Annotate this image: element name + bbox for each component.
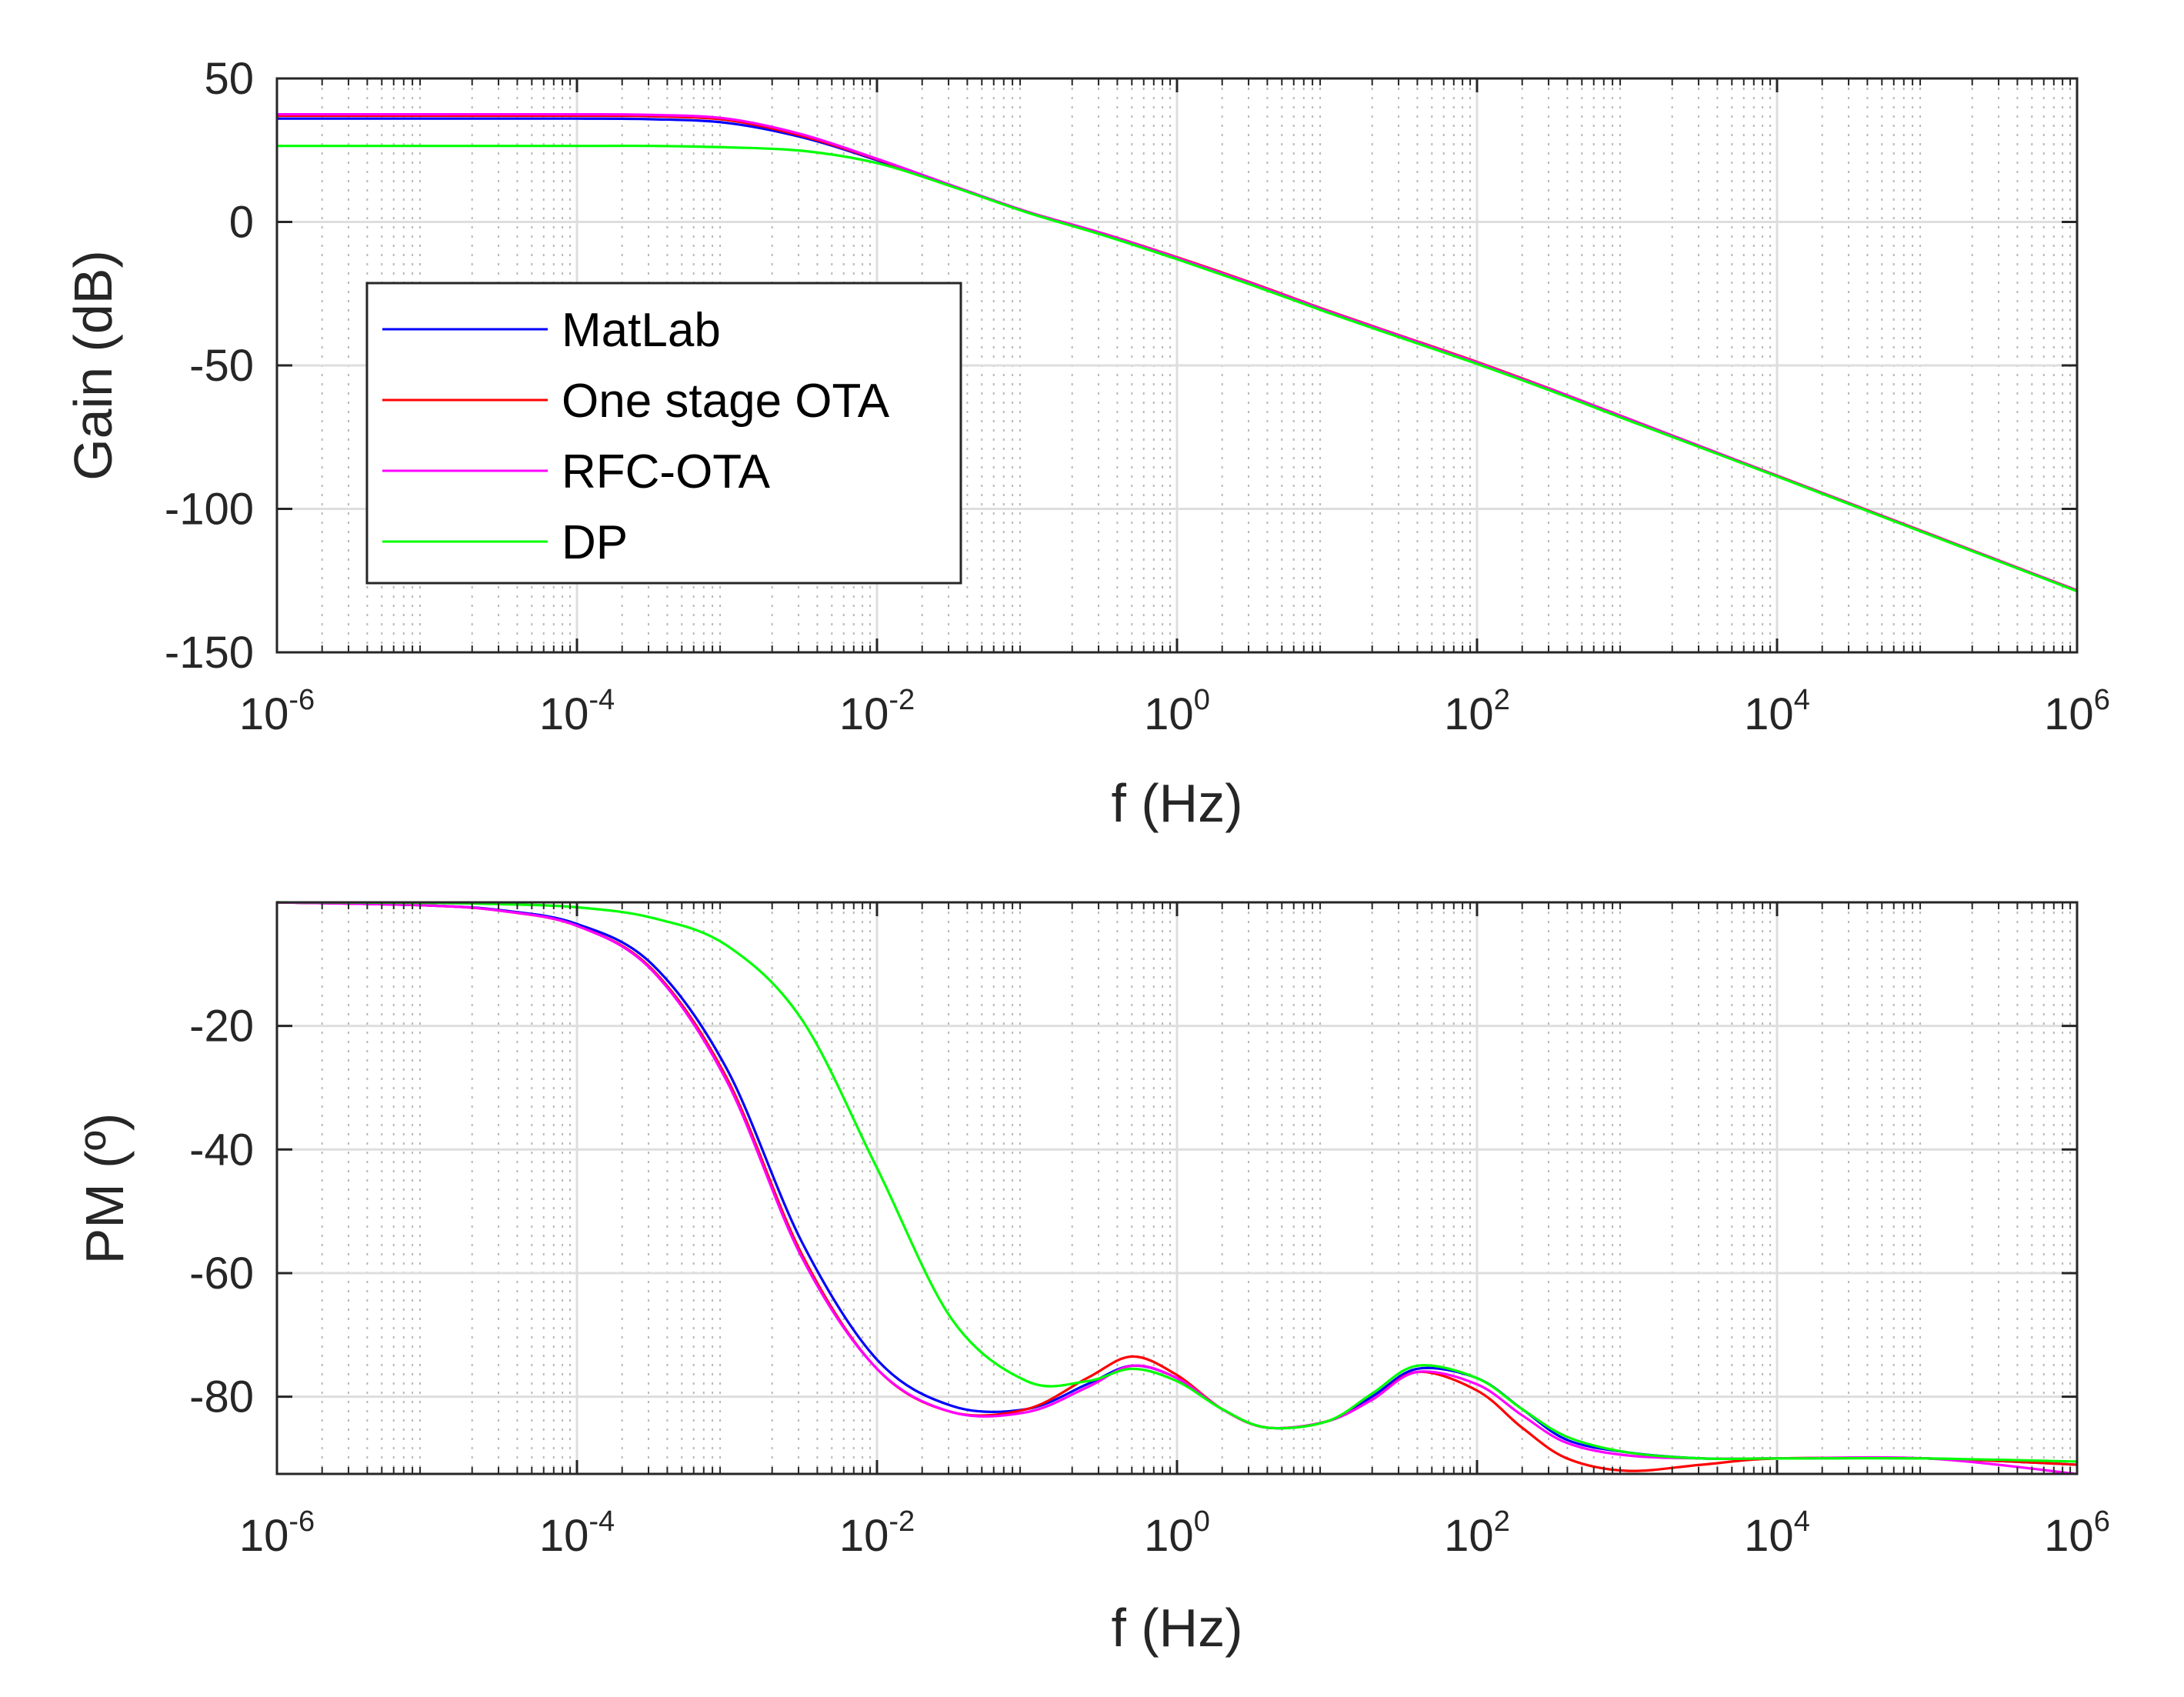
x-tick-label: 102 [1444,684,1510,739]
series-line-rfc-ota [276,901,2078,1475]
gain-x-axis-label: f (Hz) [1111,773,1242,833]
x-tick-label: 100 [1144,684,1210,739]
x-tick-label: 10-4 [539,684,615,739]
pm-series [276,901,2078,1475]
gain-x-tick-labels: 10-6 10-4 10-2 100 102 104 106 [239,684,2110,739]
y-tick-label: -80 [189,1372,254,1422]
legend-label-dp: DP [562,516,628,569]
x-tick-label: 102 [1444,1505,1510,1561]
y-tick-label: -20 [189,1002,254,1052]
x-tick-label: 106 [2044,684,2110,739]
x-tick-label: 106 [2044,1505,2110,1561]
y-tick-label: -50 [189,341,254,391]
x-tick-label: 10-2 [839,684,915,739]
legend-box [365,282,962,585]
x-tick-label: 10-6 [239,1505,315,1561]
legend-label-one-stage-ota: One stage OTA [562,375,890,428]
x-tick-label: 100 [1144,1505,1210,1561]
pm-axis-ticks [275,902,2079,1474]
series-line-dp [276,901,2078,1463]
y-tick-label: -100 [165,485,254,535]
pm-x-axis-label: f (Hz) [1111,1598,1242,1658]
gain-axis-ticks [275,77,2079,654]
y-tick-label: 0 [229,198,254,248]
x-tick-label: 104 [1744,1505,1810,1561]
gain-y-tick-labels: 50 0 -50 -100 -150 [165,54,254,678]
pm-y-axis-label: PM (º) [75,1113,135,1265]
legend: MatLab One stage OTA RFC-OTA DP [365,282,962,585]
gain-series [276,112,2078,593]
series-line-dp [277,144,2078,593]
gain-plot: 10-6 10-4 10-2 100 102 104 106 500-50-100-150 … [63,54,2110,833]
legend-label-rfc-ota: RFC-OTA [562,445,771,498]
gain-y-axis-label: Gain (dB) [63,250,123,481]
y-tick-label: -40 [189,1125,254,1175]
pm-x-tick-labels: 10-6 10-4 10-2 100 102 104 106 [239,1505,2110,1561]
pm-y-tick-labels: -20 -40 -60 -80 [189,1002,254,1422]
pm-major-grid [277,902,2077,1474]
y-tick-label: -60 [189,1249,254,1299]
phase-margin-plot: 10-6 10-4 10-2 100 102 104 106 -20 -40 -60 -80 f … [75,901,2110,1658]
x-tick-label: 10-2 [839,1505,915,1561]
x-tick-label: 10-6 [239,684,315,739]
y-tick-label: -150 [165,628,254,678]
legend-label-matlab: MatLab [562,304,721,357]
x-tick-label: 10-4 [539,1505,615,1561]
x-tick-label: 104 [1744,684,1810,739]
y-tick-label: 50 [204,54,254,104]
